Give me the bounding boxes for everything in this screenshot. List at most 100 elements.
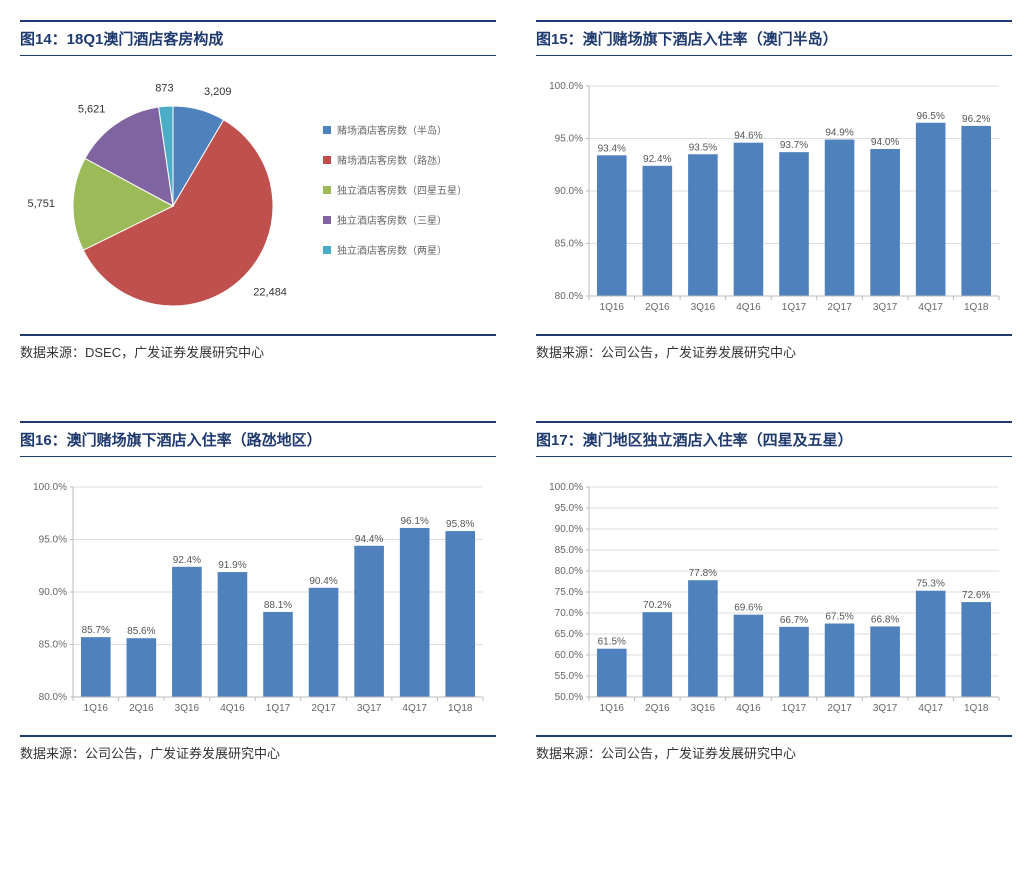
svg-text:4Q17: 4Q17 (918, 703, 943, 714)
svg-text:85.0%: 85.0% (39, 640, 67, 651)
bar (643, 612, 673, 697)
svg-text:72.6%: 72.6% (962, 590, 990, 601)
svg-text:2Q17: 2Q17 (827, 302, 852, 313)
panel-14-chart: 3,20922,4845,7515,621873赌场酒店客房数（半岛）赌场酒店客… (20, 66, 496, 326)
bar (354, 546, 384, 697)
bar (688, 154, 718, 296)
bar (688, 580, 718, 697)
svg-text:70.0%: 70.0% (555, 608, 583, 619)
svg-text:66.8%: 66.8% (871, 614, 899, 625)
svg-text:94.9%: 94.9% (825, 128, 853, 139)
svg-text:5,751: 5,751 (27, 198, 55, 210)
svg-text:1Q17: 1Q17 (266, 703, 291, 714)
svg-text:100.0%: 100.0% (549, 482, 583, 493)
svg-text:88.1%: 88.1% (264, 600, 292, 611)
svg-text:92.4%: 92.4% (643, 154, 671, 165)
svg-text:80.0%: 80.0% (39, 692, 67, 703)
bar (825, 624, 855, 698)
svg-text:95.0%: 95.0% (555, 134, 583, 145)
svg-text:90.0%: 90.0% (555, 186, 583, 197)
panel-17-source: 数据来源：公司公告，广发证券发展研究中心 (536, 735, 1012, 762)
bar (172, 567, 202, 697)
bar (961, 126, 991, 296)
svg-text:96.2%: 96.2% (962, 114, 990, 125)
svg-text:3Q17: 3Q17 (873, 703, 898, 714)
svg-text:4Q17: 4Q17 (402, 703, 427, 714)
svg-text:94.6%: 94.6% (734, 131, 762, 142)
bar (597, 649, 627, 697)
svg-text:94.0%: 94.0% (871, 137, 899, 148)
svg-text:4Q16: 4Q16 (220, 703, 245, 714)
bar (445, 531, 475, 697)
panel-17: 图17：澳门地区独立酒店入住率（四星及五星） 50.0%55.0%60.0%65… (536, 421, 1012, 762)
svg-text:1Q17: 1Q17 (782, 703, 807, 714)
svg-text:85.6%: 85.6% (127, 626, 155, 637)
svg-text:96.5%: 96.5% (916, 111, 944, 122)
svg-text:69.6%: 69.6% (734, 603, 762, 614)
legend-swatch (323, 186, 331, 194)
bar (218, 572, 248, 697)
svg-text:77.8%: 77.8% (689, 568, 717, 579)
svg-text:2Q16: 2Q16 (645, 302, 670, 313)
svg-text:91.9%: 91.9% (218, 560, 246, 571)
svg-text:66.7%: 66.7% (780, 615, 808, 626)
svg-text:92.4%: 92.4% (173, 555, 201, 566)
svg-text:100.0%: 100.0% (549, 81, 583, 92)
panel-16-chart: 80.0%85.0%90.0%95.0%100.0%85.7%1Q1685.6%… (20, 467, 496, 727)
panel-17-title: 图17：澳门地区独立酒店入住率（四星及五星） (536, 421, 1012, 457)
bar (734, 143, 764, 296)
svg-text:67.5%: 67.5% (825, 612, 853, 623)
svg-text:65.0%: 65.0% (555, 629, 583, 640)
svg-text:60.0%: 60.0% (555, 650, 583, 661)
svg-text:4Q17: 4Q17 (918, 302, 943, 313)
bar (643, 166, 673, 296)
svg-text:75.3%: 75.3% (916, 579, 944, 590)
svg-text:85.0%: 85.0% (555, 239, 583, 250)
svg-text:873: 873 (155, 82, 173, 94)
legend-label: 赌场酒店客房数（路氹） (337, 154, 447, 167)
svg-text:2Q17: 2Q17 (827, 703, 852, 714)
panel-15-chart: 80.0%85.0%90.0%95.0%100.0%93.4%1Q1692.4%… (536, 66, 1012, 326)
svg-text:1Q16: 1Q16 (600, 302, 625, 313)
svg-text:3Q16: 3Q16 (175, 703, 200, 714)
bar (734, 615, 764, 697)
svg-text:1Q17: 1Q17 (782, 302, 807, 313)
legend-label: 独立酒店客房数（三星） (337, 214, 447, 227)
legend-label: 独立酒店客房数（两星） (337, 244, 447, 257)
bar (400, 528, 430, 697)
panel-17-chart: 50.0%55.0%60.0%65.0%70.0%75.0%80.0%85.0%… (536, 467, 1012, 727)
bar (779, 627, 809, 697)
svg-text:1Q18: 1Q18 (448, 703, 473, 714)
bar (597, 155, 627, 296)
bar (961, 602, 991, 697)
svg-text:94.4%: 94.4% (355, 534, 383, 545)
panel-15: 图15：澳门赌场旗下酒店入住率（澳门半岛） 80.0% 85.0% 90.0% 95.… (536, 20, 1012, 361)
svg-text:1Q16: 1Q16 (600, 703, 625, 714)
bar (263, 612, 293, 697)
svg-text:95.8%: 95.8% (446, 519, 474, 530)
svg-text:1Q18: 1Q18 (964, 703, 989, 714)
panel-16: 图16：澳门赌场旗下酒店入住率（路氹地区） 80.0% 85.0% 90.0% 95.… (20, 421, 496, 762)
svg-text:61.5%: 61.5% (598, 637, 626, 648)
svg-text:22,484: 22,484 (253, 286, 287, 298)
svg-text:85.0%: 85.0% (555, 545, 583, 556)
svg-text:90.0%: 90.0% (39, 587, 67, 598)
svg-text:95.0%: 95.0% (39, 535, 67, 546)
panel-14: 图14：18Q1澳门酒店客房构成 3,20922,4845,7515,62187… (20, 20, 496, 361)
panel-15-title: 图15：澳门赌场旗下酒店入住率（澳门半岛） (536, 20, 1012, 56)
bar (870, 149, 900, 296)
bar (779, 152, 809, 296)
svg-text:50.0%: 50.0% (555, 692, 583, 703)
svg-text:1Q16: 1Q16 (84, 703, 109, 714)
svg-text:80.0%: 80.0% (555, 291, 583, 302)
svg-text:70.2%: 70.2% (643, 600, 671, 611)
bar (916, 123, 946, 296)
svg-text:1Q18: 1Q18 (964, 302, 989, 313)
svg-text:93.7%: 93.7% (780, 140, 808, 151)
legend-label: 赌场酒店客房数（半岛） (337, 124, 447, 137)
panel-14-source: 数据来源：DSEC，广发证券发展研究中心 (20, 334, 496, 361)
panel-16-title: 图16：澳门赌场旗下酒店入住率（路氹地区） (20, 421, 496, 457)
svg-text:2Q16: 2Q16 (129, 703, 154, 714)
svg-text:4Q16: 4Q16 (736, 703, 761, 714)
svg-text:100.0%: 100.0% (33, 482, 67, 493)
